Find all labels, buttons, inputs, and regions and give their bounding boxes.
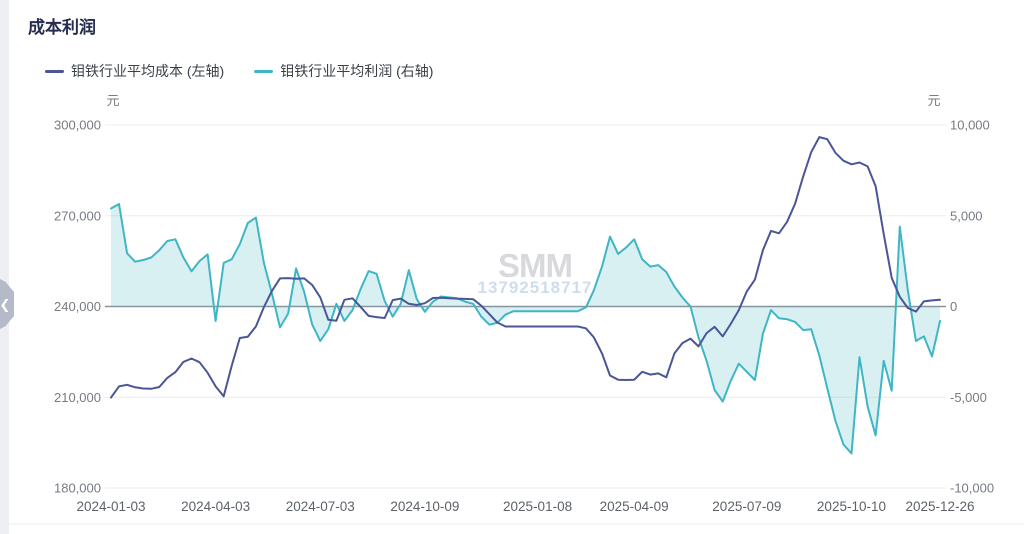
cost-series-marker bbox=[45, 69, 64, 73]
sidebar-collapse-handle[interactable]: ❮ bbox=[0, 279, 14, 329]
chevron-left-icon: ❮ bbox=[0, 296, 11, 312]
right-axis-tick: 10,000 bbox=[950, 118, 990, 133]
left-axis-tick: 270,000 bbox=[54, 208, 101, 223]
x-axis-tick: 2025-01-08 bbox=[503, 499, 572, 514]
left-axis-tick: 180,000 bbox=[54, 481, 101, 496]
x-axis-tick: 2024-04-03 bbox=[181, 499, 250, 514]
left-axis-unit: 元 bbox=[106, 93, 119, 108]
right-axis-tick: -10,000 bbox=[950, 481, 994, 496]
chart-legend: 钼铁行业平均成本 (左轴) 钼铁行业平均利润 (右轴) bbox=[45, 61, 433, 81]
x-axis-tick: 2025-12-26 bbox=[905, 499, 974, 514]
right-axis-tick: 5,000 bbox=[950, 208, 983, 223]
right-axis-tick: -5,000 bbox=[950, 390, 987, 405]
left-sidebar-strip bbox=[0, 0, 9, 534]
page-title: 成本利润 bbox=[28, 18, 96, 37]
x-axis-tick: 2025-10-10 bbox=[817, 499, 886, 514]
x-axis-tick: 2024-07-03 bbox=[286, 499, 355, 514]
cost-line bbox=[110, 136, 941, 399]
x-axis-tick: 2024-10-09 bbox=[390, 499, 459, 514]
profit-line bbox=[110, 203, 941, 455]
left-axis-tick: 240,000 bbox=[54, 299, 101, 314]
x-axis-tick: 2025-07-09 bbox=[712, 499, 781, 514]
x-axis-tick: 2024-01-03 bbox=[76, 499, 145, 514]
legend-item-profit[interactable]: 钼铁行业平均利润 (右轴) bbox=[254, 61, 433, 81]
left-axis-tick: 300,000 bbox=[54, 118, 101, 133]
profit-series-marker bbox=[254, 69, 274, 73]
x-axis-tick: 2025-04-09 bbox=[600, 499, 669, 514]
profit-series-label: 钼铁行业平均利润 (右轴) bbox=[280, 63, 434, 79]
right-axis-tick: 0 bbox=[950, 299, 957, 314]
left-axis-tick: 210,000 bbox=[54, 390, 101, 405]
profit-area bbox=[111, 204, 940, 454]
legend-item-cost[interactable]: 钼铁行业平均成本 (左轴) bbox=[45, 61, 224, 81]
cost-series-label: 钼铁行业平均成本 (左轴) bbox=[71, 63, 225, 79]
right-axis-unit: 元 bbox=[927, 93, 940, 108]
